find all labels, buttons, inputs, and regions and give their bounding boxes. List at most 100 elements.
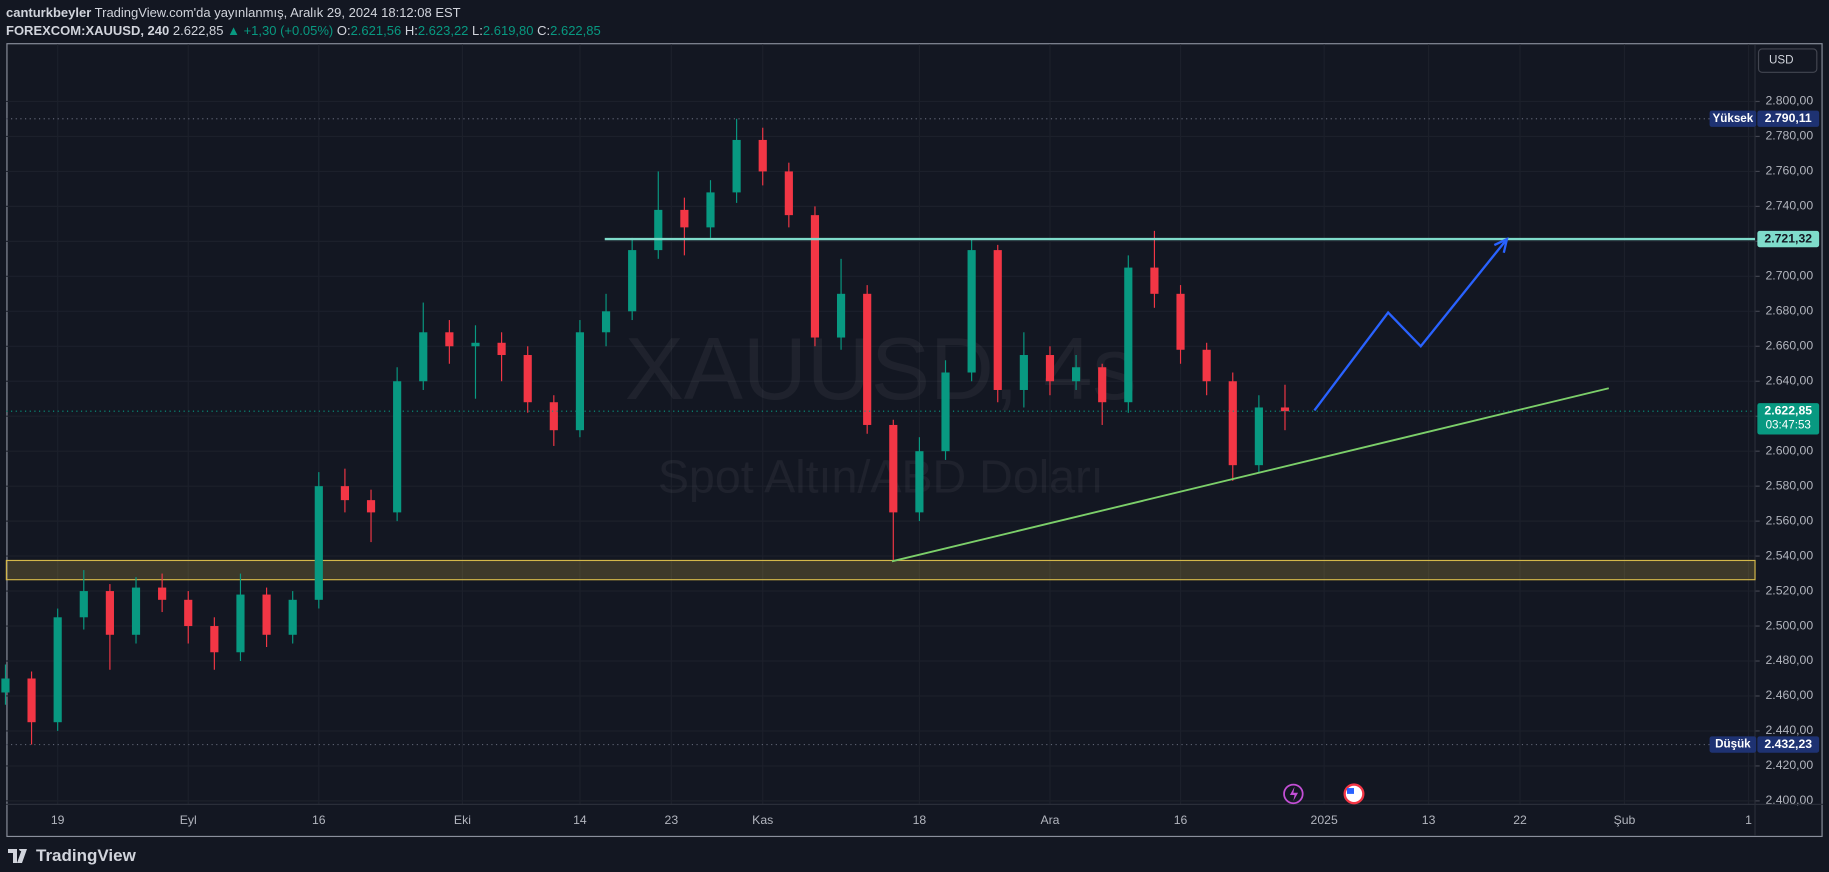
y-tick-label: 2.740,00 <box>1766 199 1814 213</box>
candle-body <box>79 591 88 618</box>
y-tick-label: 2.420,00 <box>1766 758 1814 772</box>
x-tick-label: Şub <box>1614 813 1636 827</box>
x-tick-label: 14 <box>573 813 587 827</box>
high: 2.623,22 <box>417 23 469 38</box>
candle-body <box>628 250 637 312</box>
y-tick-label: 2.800,00 <box>1766 94 1814 108</box>
candle-body <box>1019 355 1028 390</box>
candle-body <box>1280 407 1290 412</box>
x-tick-label: Ara <box>1040 813 1059 827</box>
candle-body <box>1 678 10 693</box>
x-tick-label: 2025 <box>1311 813 1338 827</box>
close-label: C: <box>537 23 551 38</box>
x-tick-label: 16 <box>1174 813 1188 827</box>
candle-body <box>158 587 167 600</box>
y-tick-label: 2.760,00 <box>1766 164 1814 178</box>
candle-body <box>236 594 245 653</box>
candle-body <box>497 342 506 356</box>
price-tag-name-box <box>1709 736 1757 753</box>
countdown: 03:47:53 <box>1766 418 1811 431</box>
x-tick-label: 19 <box>51 813 65 827</box>
support-zone <box>5 559 1756 581</box>
candle-body <box>393 381 402 513</box>
candle-body <box>575 332 585 431</box>
change: ▲ +1,30 (+0.05%) <box>227 23 334 38</box>
quote-line: FOREXCOM:XAUUSD, 240 2.622,85 ▲ +1,30 (+… <box>6 22 601 40</box>
price-tag <box>1757 403 1820 435</box>
candle-body <box>1045 355 1055 382</box>
y-tick-label: 2.680,00 <box>1766 304 1814 318</box>
grid <box>6 44 1756 805</box>
open: 2.621,56 <box>350 23 402 38</box>
price-tag-name-box <box>1709 110 1757 127</box>
candle-body <box>210 626 219 653</box>
price-tag-label: 2.790,11 <box>1765 111 1812 125</box>
candle-body <box>967 250 976 373</box>
y-tick-label: 2.480,00 <box>1766 653 1814 667</box>
candle-body <box>105 591 114 635</box>
event-icon[interactable] <box>1283 783 1304 805</box>
candle-body <box>366 500 376 513</box>
candle-body <box>680 209 689 228</box>
y-tick-label: 2.560,00 <box>1766 513 1814 527</box>
y-tick-label: 2.780,00 <box>1766 129 1814 143</box>
currency-button[interactable] <box>1757 48 1818 73</box>
x-tick-label: 16 <box>312 813 326 827</box>
flag-icon-canton <box>1347 788 1354 794</box>
y-tick-label: 2.460,00 <box>1766 688 1814 702</box>
candle-body <box>184 599 193 627</box>
y-tick-label: 2.440,00 <box>1766 723 1814 737</box>
price-tag <box>1757 110 1820 127</box>
candle-body <box>758 139 767 172</box>
y-tick-label: 2.640,00 <box>1766 373 1814 387</box>
footer: TradingView <box>8 846 136 866</box>
candle-body <box>1228 381 1237 466</box>
last: 2.622,85 <box>172 23 224 38</box>
price-tag-label: 2.721,32 <box>1764 231 1812 245</box>
plot: 2.400,00 2.420,00 2.440,00 2.460,00 2.480,00… <box>1 44 1823 836</box>
candle-body <box>1150 267 1159 294</box>
price-tag <box>1757 230 1820 248</box>
y-tick-label: 2.660,00 <box>1766 339 1814 353</box>
candle-body <box>601 311 611 333</box>
logo <box>8 849 27 863</box>
y-tick-label: 2.700,00 <box>1766 269 1814 283</box>
price-tag-label: 2.622,85 <box>1764 403 1812 417</box>
currency: USD <box>1769 54 1794 67</box>
candle-body <box>523 355 532 403</box>
candle-body <box>1072 367 1081 382</box>
author[interactable]: canturkbeyler <box>6 5 92 20</box>
candle-body <box>993 250 1002 390</box>
y-tick-label: 2.400,00 <box>1766 793 1814 807</box>
brand[interactable]: TradingView <box>36 846 136 865</box>
publish-line: canturkbeyler TradingView.com'da yayınla… <box>6 4 601 22</box>
low-label: L: <box>472 23 483 38</box>
header: canturkbeyler TradingView.com'da yayınla… <box>6 4 601 40</box>
open-label: O: <box>336 23 351 38</box>
candle-body <box>810 215 820 338</box>
x-tick-label: 1 <box>1745 813 1752 827</box>
x-tick-label: Kas <box>752 813 773 827</box>
published: TradingView.com'da yayınlanmış, Aralık 2… <box>94 5 461 20</box>
candle-body <box>340 486 349 501</box>
candle-body <box>1124 267 1133 403</box>
price-tag <box>1757 736 1820 753</box>
candle-body <box>131 587 141 635</box>
price-tag-label: 2.432,23 <box>1764 737 1812 751</box>
candle-body <box>915 451 924 513</box>
y-tick-label: 2.600,00 <box>1766 443 1814 457</box>
candle-body <box>471 342 480 347</box>
y-tick-label: 2.540,00 <box>1766 548 1814 562</box>
watermark-subtitle: Spot Altın/ABD Doları <box>658 451 1104 503</box>
candle-body <box>706 192 715 228</box>
x-tick-label: 23 <box>665 813 679 827</box>
candle-body <box>1202 349 1211 382</box>
candle-body <box>262 594 271 635</box>
trend-line <box>891 387 1610 563</box>
x-tick-label: 22 <box>1513 813 1527 827</box>
x-tick-label: 18 <box>913 813 927 827</box>
event-icon-bolt <box>1289 786 1299 801</box>
x-tick-label: Eyl <box>180 813 197 827</box>
x-tick-label: Eki <box>454 813 471 827</box>
